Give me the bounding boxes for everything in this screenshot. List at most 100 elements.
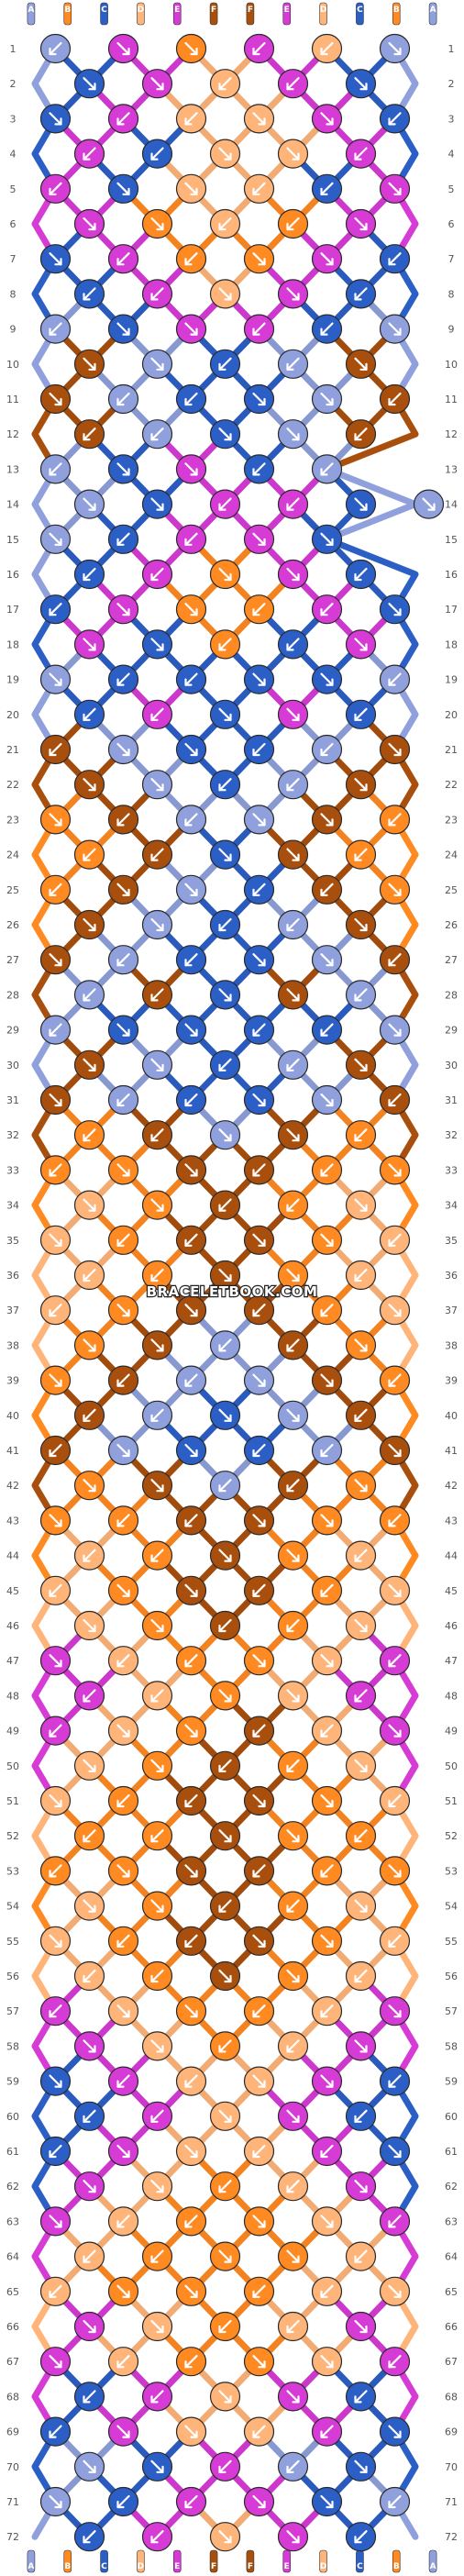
knot-arrowhead-icon bbox=[286, 923, 294, 932]
knot-arrow-icon bbox=[218, 2180, 232, 2193]
knot bbox=[73, 2241, 105, 2271]
knot-arrowhead-icon bbox=[354, 1273, 362, 1282]
knot bbox=[379, 1155, 411, 1185]
row-number-right: 18 bbox=[445, 638, 458, 650]
knot bbox=[243, 734, 275, 765]
knot bbox=[39, 2486, 72, 2517]
knot-arrow-icon bbox=[150, 778, 164, 792]
knot bbox=[39, 1996, 72, 2026]
row-number-right: 58 bbox=[445, 2040, 458, 2052]
thread-end-top bbox=[428, 2, 437, 26]
knot-arrowhead-icon bbox=[184, 1519, 193, 1527]
knot-arrowhead-icon bbox=[122, 2149, 130, 2159]
knot bbox=[379, 1015, 411, 1045]
knot-arrow-icon bbox=[354, 2109, 368, 2123]
row-number-left: 10 bbox=[6, 359, 19, 371]
row-number-right: 7 bbox=[448, 253, 455, 265]
knot bbox=[175, 2276, 207, 2306]
knot-arrow-icon bbox=[218, 1479, 232, 1493]
knot bbox=[107, 664, 139, 694]
knot bbox=[141, 559, 173, 590]
knot-arrowhead-icon bbox=[116, 1519, 125, 1527]
knot-arrowhead-icon bbox=[184, 258, 193, 266]
knot bbox=[107, 1084, 139, 1116]
row-number-left: 32 bbox=[6, 1129, 19, 1141]
row-number-right: 41 bbox=[445, 1445, 458, 1457]
knot-arrowhead-icon bbox=[354, 713, 362, 721]
knot-arrow-icon bbox=[150, 1128, 164, 1142]
knot-arrow-icon bbox=[320, 953, 334, 967]
knot-arrow-icon bbox=[286, 2109, 300, 2123]
knot bbox=[107, 1015, 139, 1045]
knot-arrow-icon bbox=[116, 953, 130, 967]
knot-arrow-icon bbox=[354, 217, 368, 231]
knot bbox=[73, 2171, 105, 2202]
knot bbox=[107, 2486, 139, 2517]
row-number-left: 62 bbox=[6, 2181, 19, 2193]
knot-arrow-icon bbox=[388, 1163, 402, 1177]
knot-arrow-icon bbox=[354, 1128, 368, 1142]
knot-arrow-icon bbox=[218, 1128, 232, 1142]
knot-arrow-icon bbox=[83, 1618, 96, 1633]
knot-arrowhead-icon bbox=[354, 1974, 362, 1983]
knot bbox=[107, 1785, 139, 1816]
knot-arrow-icon bbox=[150, 77, 164, 91]
knot bbox=[141, 419, 173, 450]
knot bbox=[73, 139, 105, 169]
knot bbox=[243, 314, 275, 344]
thread-end-top bbox=[282, 2, 292, 26]
knot-arrow-icon bbox=[320, 1934, 334, 1948]
knot-arrowhead-icon bbox=[359, 222, 368, 231]
knot-arrowhead-icon bbox=[354, 572, 362, 582]
knot-arrowhead-icon bbox=[156, 783, 164, 792]
knot bbox=[345, 1260, 377, 1291]
row-number-right: 61 bbox=[445, 2146, 458, 2158]
knot bbox=[175, 1015, 207, 1045]
row-number-right: 43 bbox=[445, 1515, 458, 1527]
knot-arrowhead-icon bbox=[292, 572, 300, 582]
row-number-right: 22 bbox=[445, 779, 458, 791]
knot-arrow-icon bbox=[184, 953, 198, 967]
knot-arrow-icon bbox=[252, 2355, 266, 2369]
knot-arrow-icon bbox=[320, 2494, 334, 2509]
knot-arrowhead-icon bbox=[258, 1238, 266, 1247]
row-number-right: 15 bbox=[445, 534, 458, 546]
knot-arrow-icon bbox=[286, 1618, 300, 1633]
knot-arrow-icon bbox=[218, 1549, 232, 1562]
knot bbox=[175, 454, 207, 484]
knot-arrowhead-icon bbox=[388, 1098, 396, 1107]
knot bbox=[73, 1471, 105, 1501]
knot bbox=[209, 980, 241, 1010]
knot-arrowhead-icon bbox=[292, 1835, 300, 1843]
knot-arrow-icon bbox=[320, 883, 334, 896]
knot-arrow-icon bbox=[150, 1689, 164, 1703]
thread-end-bottom bbox=[209, 2549, 218, 2573]
knot-arrow-icon bbox=[388, 252, 402, 266]
knot bbox=[141, 1750, 173, 1781]
knot-arrow-icon bbox=[286, 2039, 300, 2053]
knot-arrow-icon bbox=[354, 1689, 368, 1703]
knot bbox=[311, 1785, 343, 1816]
knot-arrow-icon bbox=[83, 778, 96, 792]
knot-arrow-icon bbox=[388, 2004, 402, 2018]
row-number-left: 57 bbox=[6, 2005, 19, 2017]
knot bbox=[209, 1960, 241, 1992]
knot bbox=[141, 1540, 173, 1571]
knot bbox=[311, 664, 343, 694]
knot-arrow-icon bbox=[252, 1373, 266, 1387]
thread-letter-bottom: B bbox=[64, 2562, 71, 2571]
knot bbox=[209, 489, 241, 519]
knot bbox=[39, 454, 72, 484]
thread-letter-bottom: E bbox=[284, 2562, 290, 2571]
knot-arrowhead-icon bbox=[354, 2255, 362, 2263]
knot bbox=[39, 1646, 72, 1676]
knot bbox=[107, 1295, 139, 1326]
thread-letter-bottom: E bbox=[174, 2562, 180, 2571]
knot bbox=[73, 629, 105, 660]
knot bbox=[277, 909, 309, 940]
thread-letter-bottom: F bbox=[248, 2562, 253, 2571]
thread-letter-top: B bbox=[64, 6, 71, 15]
knot-arrowhead-icon bbox=[292, 1414, 300, 1422]
knot-arrowhead-icon bbox=[393, 2149, 402, 2159]
knot-arrowhead-icon bbox=[388, 2500, 396, 2509]
